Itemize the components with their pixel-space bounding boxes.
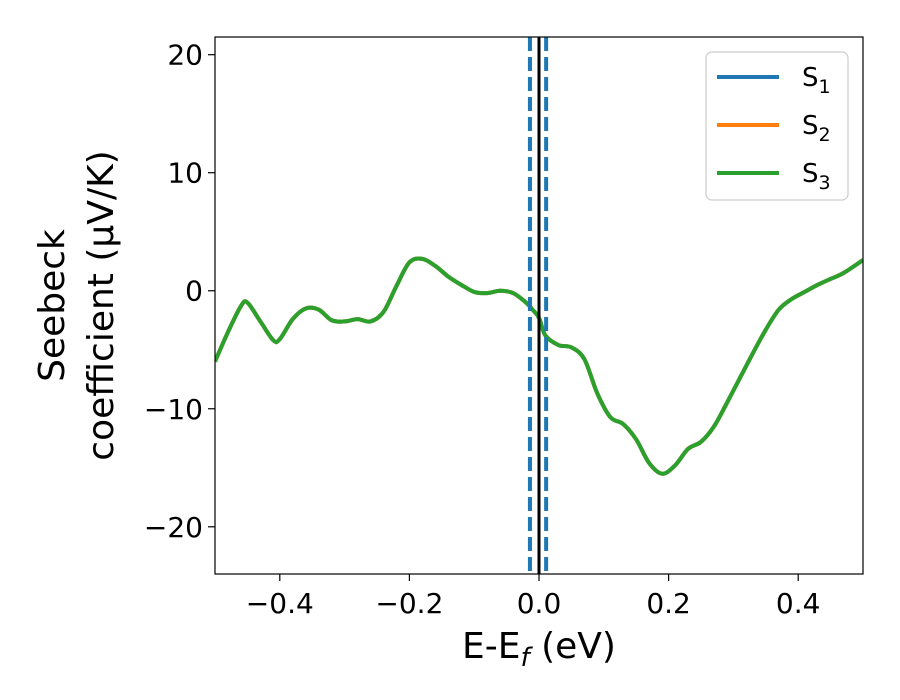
y-tick-label: 0 (185, 275, 203, 308)
legend-label-main: S (802, 159, 819, 189)
y-tick-label: 20 (167, 39, 203, 72)
legend-label-2: S2 (802, 111, 831, 146)
x-tick-label: −0.2 (375, 587, 443, 620)
y-tick-label: −20 (144, 511, 203, 544)
legend-label-main: S (802, 63, 819, 93)
y-tick-label: 10 (167, 157, 203, 190)
legend-label-1: S1 (802, 63, 831, 98)
legend-label-subscript: 1 (819, 76, 831, 98)
plot-area (215, 37, 863, 574)
legend-label-subscript: 3 (819, 172, 831, 194)
x-axis-label-unit: (eV) (530, 626, 616, 667)
x-tick-label: 0.4 (776, 587, 821, 620)
x-tick-label: −0.4 (246, 587, 314, 620)
legend-label-subscript: 2 (819, 124, 831, 146)
y-tick-label: −10 (144, 393, 203, 426)
axes: −0.4 −0.2 0.0 0.2 0.4 −20 −10 0 10 20 E-Ef (eV) See… (32, 36, 864, 673)
series-line-3 (215, 256, 863, 476)
legend-label-main: S (802, 111, 819, 141)
x-tick-label: 0.0 (517, 587, 562, 620)
x-tick-label: 0.2 (646, 587, 691, 620)
plot-clipped-group (215, 37, 863, 574)
y-axis-label-line1: Seebeck (32, 229, 73, 382)
y-axis-label-line2: coefficient (μV/K) (81, 150, 122, 460)
legend-label-3: S3 (802, 159, 831, 194)
x-axis-label-main: E-E (462, 626, 520, 667)
x-axis-label: E-Ef (eV) (462, 626, 616, 673)
